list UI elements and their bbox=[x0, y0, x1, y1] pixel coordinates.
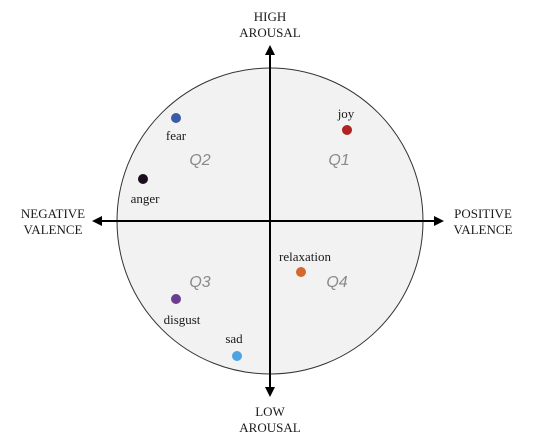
emotion-label-sad: sad bbox=[225, 331, 243, 346]
quadrant-label-q3: Q3 bbox=[189, 274, 210, 291]
axis-label-arousal-top: AROUSAL bbox=[239, 25, 300, 40]
axis-label-positive: POSITIVE bbox=[454, 206, 512, 221]
axis-label-valence-right: VALENCE bbox=[454, 222, 513, 237]
emotion-dot-anger bbox=[138, 174, 148, 184]
emotion-label-anger: anger bbox=[131, 191, 161, 206]
emotion-dot-fear bbox=[171, 113, 181, 123]
emotion-dot-disgust bbox=[171, 294, 181, 304]
axis-label-high: HIGH bbox=[254, 9, 287, 24]
axis-label-valence-left: VALENCE bbox=[24, 222, 83, 237]
emotion-dot-relaxation bbox=[296, 267, 306, 277]
emotion-dot-sad bbox=[232, 351, 242, 361]
axis-label-negative: NEGATIVE bbox=[21, 206, 85, 221]
quadrant-label-q2: Q2 bbox=[189, 152, 210, 169]
axis-label-arousal-bottom: AROUSAL bbox=[239, 420, 300, 435]
emotion-dot-joy bbox=[342, 125, 352, 135]
quadrant-label-q1: Q1 bbox=[328, 152, 349, 169]
emotion-label-joy: joy bbox=[337, 106, 355, 121]
emotion-label-fear: fear bbox=[166, 128, 187, 143]
emotion-label-relaxation: relaxation bbox=[279, 249, 331, 264]
axis-label-low: LOW bbox=[255, 404, 285, 419]
emotion-label-disgust: disgust bbox=[164, 312, 201, 327]
quadrant-label-q4: Q4 bbox=[326, 274, 347, 291]
